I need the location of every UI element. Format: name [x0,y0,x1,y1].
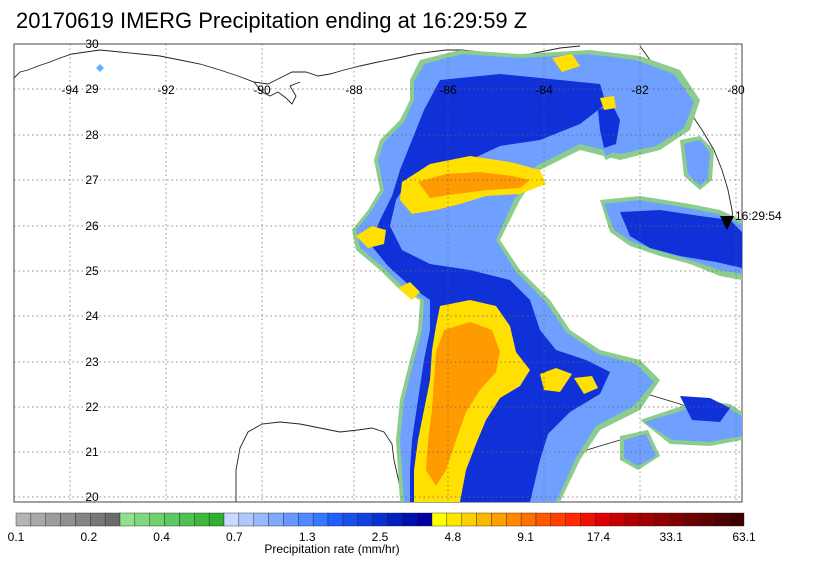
map-title: 20170619 IMERG Precipitation ending at 1… [16,8,528,33]
latitude-tick-label: 29 [85,82,99,96]
longitude-tick-label: -88 [345,83,363,97]
colorbar-swatch [416,512,433,527]
longitude-tick-label: -92 [157,83,175,97]
colorbar-swatch [669,512,685,527]
latitude-tick-label: 22 [85,400,99,414]
map-area [14,44,742,502]
colorbar-swatch [164,512,180,527]
colorbar-swatch [476,512,492,527]
colorbar-swatch [565,512,581,527]
colorbar-swatch [610,512,626,527]
colorbar-swatch [431,512,448,527]
latitude-tick-label: 30 [85,37,99,51]
colorbar-swatch [45,512,61,527]
longitude-tick-label: -86 [439,83,457,97]
colorbar-swatch [268,512,284,527]
colorbar-swatch [580,512,596,527]
colorbar-swatch [283,512,299,527]
latitude-tick-label: 23 [85,355,99,369]
colorbar-tick-label: 63.1 [732,530,756,544]
colorbar-swatch [342,512,358,527]
colorbar-swatch [253,512,269,527]
longitude-tick-label: -80 [727,83,745,97]
longitude-labels: -94 -92 -90 -88 -86 -84 -82 -80 [61,83,745,97]
latitude-tick-label: 26 [85,219,99,233]
latitude-tick-label: 20 [85,490,99,504]
colorbar-swatch [535,512,552,527]
colorbar-swatch [149,512,165,527]
colorbar-swatch [194,512,210,527]
colorbar-swatch [179,512,195,527]
colorbar-tick-label: 0.4 [153,530,170,544]
longitude-tick-label: -84 [535,83,553,97]
satellite-time-label: 16:29:54 [735,209,782,223]
colorbar-tick-label: 17.4 [587,530,611,544]
colorbar-swatch [461,512,477,527]
colorbar-swatch [387,512,403,527]
precip-intense-layer [418,172,530,486]
colorbar-tick-label: 4.8 [444,530,461,544]
colorbar-swatch [550,512,566,527]
colorbar-swatch [75,512,91,527]
colorbar-swatch [624,512,641,527]
colorbar-swatch [104,512,121,527]
colorbar-tick-label: 0.2 [80,530,97,544]
colorbar-tick-labels: 0.1 0.2 0.4 0.7 1.3 2.5 4.8 9.1 17.4 33.1 63.1 [8,530,756,544]
colorbar-swatch [506,512,522,527]
colorbar-swatch [491,512,507,527]
colorbar-swatch [520,512,537,527]
colorbar-tick-label: 9.1 [517,530,534,544]
colorbar-swatch [60,512,76,527]
colorbar-swatch [654,512,670,527]
colorbar-tick-label: 2.5 [372,530,389,544]
colorbar-swatch [208,512,225,527]
colorbar-tick-label: 33.1 [660,530,684,544]
colorbar-tick-label: 0.1 [8,530,25,544]
colorbar-swatch [134,512,150,527]
colorbar-swatch [357,512,373,527]
small-cell-marker [96,64,104,72]
colorbar-swatch [699,512,715,527]
latitude-tick-label: 27 [85,173,99,187]
longitude-tick-label: -90 [253,83,271,97]
latitude-tick-label: 21 [85,445,99,459]
longitude-tick-label: -94 [61,83,79,97]
latitude-tick-label: 28 [85,128,99,142]
colorbar-swatch [90,512,106,527]
colorbar-tick-label: 1.3 [299,530,316,544]
colorbar-swatch [372,512,388,527]
colorbar-swatch [238,512,254,527]
colorbar-swatch [298,512,314,527]
satellite-position-marker [720,216,734,230]
colorbar-swatch [446,512,462,527]
colorbar-swatch [30,512,46,527]
colorbar-swatch [714,512,730,527]
colorbar [15,512,745,527]
colorbar-swatch [639,512,656,527]
colorbar-swatch [327,512,344,527]
colorbar-tick-label: 0.7 [226,530,243,544]
latitude-tick-label: 25 [85,264,99,278]
latitude-labels: 30 29 28 27 26 25 24 23 22 21 20 [85,37,99,504]
colorbar-swatch [684,512,700,527]
colorbar-swatch [223,512,240,527]
colorbar-swatch [312,512,329,527]
colorbar-swatch [728,512,745,527]
longitude-tick-label: -82 [631,83,649,97]
colorbar-swatch [119,512,136,527]
latitude-tick-label: 24 [85,309,99,323]
colorbar-swatch [595,512,611,527]
colorbar-title: Precipitation rate (mm/hr) [264,542,399,556]
colorbar-swatch [15,512,32,527]
colorbar-swatch [402,512,418,527]
